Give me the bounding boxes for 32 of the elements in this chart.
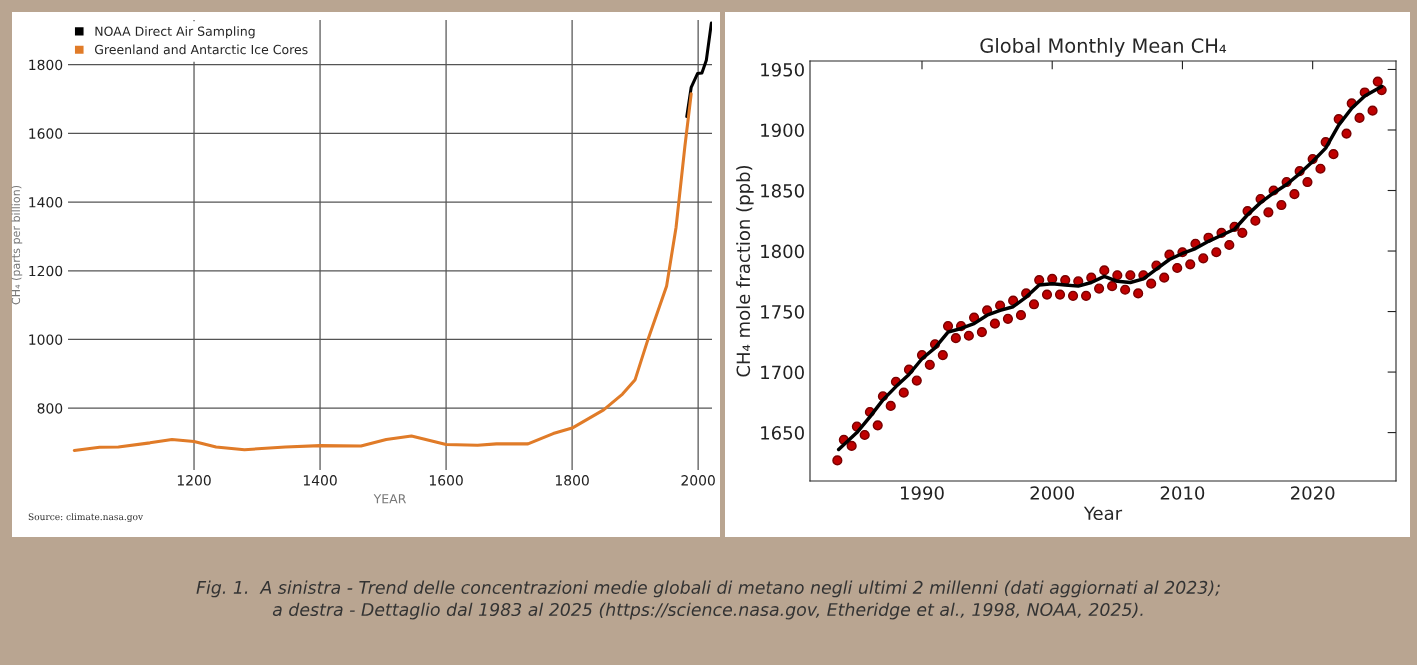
- x-tick-label: 1400: [303, 475, 337, 486]
- y-axis-title: CH₄ mole fraction (ppb): [736, 165, 754, 377]
- y-tick-label: 1200: [29, 265, 63, 277]
- y-tick-label: 1700: [761, 365, 804, 380]
- x-tick-label: 2000: [1030, 486, 1074, 500]
- x-tick-label: 1800: [555, 475, 589, 486]
- y-tick-label: 1600: [29, 128, 63, 139]
- y-tick-label: 1850: [761, 183, 804, 198]
- y-axis-title: CH₄ (parts per billion): [11, 185, 23, 305]
- x-tick-label: 2010: [1160, 486, 1205, 500]
- x-tick-label: 1200: [177, 475, 211, 486]
- caption: Fig. 1. A sinistra - Trend delle concentrazioni medie globali di metano negli ultimi 2 millenni (dati aggiornati al 2023); a destra - Dettaglio dal 1983 al 2025 (https://science.nasa.gov, Etheridge et al., 1998, NOAA, 2025).: [196, 580, 1220, 620]
- y-tick-label: 1400: [29, 197, 63, 208]
- y-tick-label: 1800: [761, 244, 804, 259]
- x-axis-title: Year: [1083, 506, 1123, 521]
- x-axis-title: YEAR: [373, 494, 407, 504]
- source-note: Source: climate.nasa.gov: [28, 513, 144, 523]
- y-tick-label: 1000: [29, 334, 63, 345]
- chart-title: Global Monthly Mean CH₄: [980, 37, 1227, 57]
- x-tick-label: 1990: [901, 486, 944, 500]
- line-series: [72, 92, 693, 452]
- x-tick-label: 2020: [1291, 486, 1335, 500]
- y-tick-label: 1900: [761, 123, 804, 138]
- y-tick-label: 1800: [29, 59, 63, 71]
- x-tick-label: 2000: [681, 475, 715, 486]
- legend-label: NOAA Direct Air Sampling: [95, 26, 255, 39]
- y-tick-label: 800: [37, 403, 63, 414]
- y-tick-label: 1750: [761, 305, 804, 319]
- x-tick-label: 1600: [429, 475, 463, 486]
- legend-label: Greenland and Antarctic Ice Cores: [94, 44, 308, 55]
- y-tick-label: 1650: [761, 426, 804, 440]
- y-tick-label: 1950: [761, 62, 804, 77]
